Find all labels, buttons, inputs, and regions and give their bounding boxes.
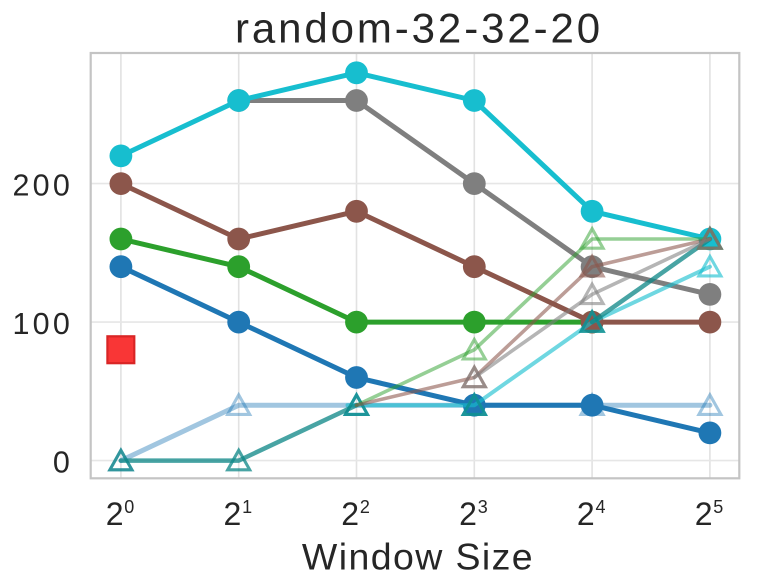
svg-text:100: 100 bbox=[13, 307, 74, 341]
svg-text:2: 2 bbox=[459, 496, 477, 532]
svg-text:5: 5 bbox=[713, 497, 723, 517]
svg-text:2: 2 bbox=[106, 496, 124, 532]
svg-text:2: 2 bbox=[577, 496, 595, 532]
svg-text:Window Size: Window Size bbox=[302, 535, 534, 577]
svg-text:4: 4 bbox=[596, 497, 606, 517]
svg-text:1: 1 bbox=[242, 497, 252, 517]
svg-text:200: 200 bbox=[13, 169, 74, 203]
svg-text:0: 0 bbox=[124, 497, 134, 517]
svg-text:0: 0 bbox=[53, 446, 73, 480]
svg-text:3: 3 bbox=[478, 497, 488, 517]
svg-text:2: 2 bbox=[341, 496, 359, 532]
svg-text:2: 2 bbox=[360, 497, 370, 517]
svg-text:2: 2 bbox=[695, 496, 713, 532]
svg-text:random-32-32-20: random-32-32-20 bbox=[235, 5, 603, 52]
svg-text:2: 2 bbox=[224, 496, 242, 532]
